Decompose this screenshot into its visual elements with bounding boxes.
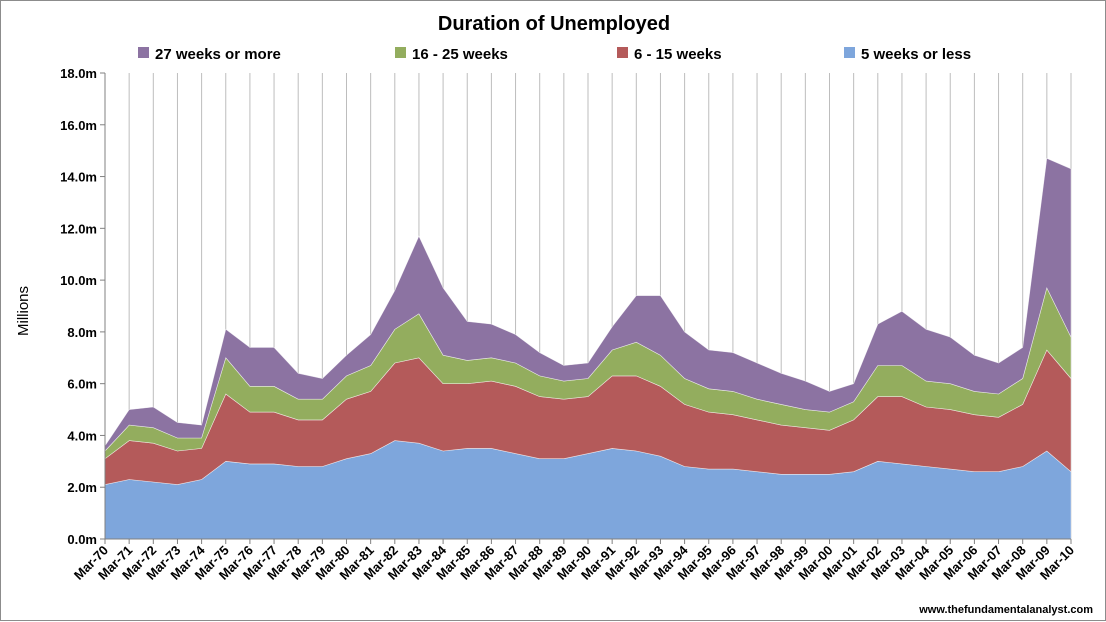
y-tick-label: 18.0m <box>60 66 97 81</box>
y-tick-label: 2.0m <box>67 480 97 495</box>
plot-area: 0.0m 2.0m 4.0m 6.0m 8.0m 10.0m 12.0m 14.0m 16.0m… <box>60 66 1077 583</box>
legend-label: 16 - 25 weeks <box>412 46 508 63</box>
legend-label: 6 - 15 weeks <box>634 46 722 63</box>
credit-text: www.thefundamentalanalyst.com <box>918 604 1093 616</box>
chart-legend: 27 weeks or more 16 - 25 weeks 6 - 15 week… <box>138 46 971 63</box>
legend-item-27-weeks-or-more: 27 weeks or more <box>138 46 281 63</box>
y-axis-label: Millions <box>15 286 32 336</box>
y-tick-label: 8.0m <box>67 325 97 340</box>
y-tick-label: 12.0m <box>60 221 97 236</box>
y-tick-label: 14.0m <box>60 170 97 185</box>
legend-item-16-25-weeks: 16 - 25 weeks <box>395 46 508 63</box>
legend-swatch <box>395 47 406 58</box>
y-tick-label: 10.0m <box>60 273 97 288</box>
legend-label: 27 weeks or more <box>155 46 281 63</box>
legend-swatch <box>617 47 628 58</box>
chart-title: Duration of Unemployed <box>438 13 670 35</box>
legend-item-6-15-weeks: 6 - 15 weeks <box>617 46 722 63</box>
y-tick-label: 6.0m <box>67 377 97 392</box>
legend-label: 5 weeks or less <box>861 46 971 63</box>
legend-item-5-weeks-or-less: 5 weeks or less <box>844 46 971 63</box>
y-tick-label: 4.0m <box>67 428 97 443</box>
legend-swatch <box>138 47 149 58</box>
legend-swatch <box>844 47 855 58</box>
y-tick-label: 16.0m <box>60 118 97 133</box>
area-27-weeks-or-more <box>104 157 1072 452</box>
y-tick-label: 0.0m <box>67 532 97 547</box>
